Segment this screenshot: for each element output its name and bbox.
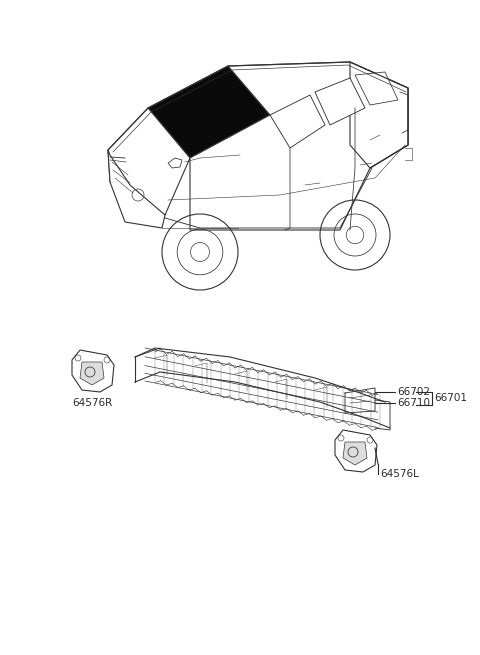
Text: 64576L: 64576L [380, 469, 419, 479]
Polygon shape [350, 62, 408, 168]
Polygon shape [108, 108, 190, 215]
Polygon shape [72, 350, 114, 392]
Polygon shape [343, 442, 367, 465]
Polygon shape [355, 72, 398, 105]
Polygon shape [270, 95, 325, 148]
Text: 66701: 66701 [434, 393, 467, 403]
Polygon shape [80, 362, 104, 385]
Text: 66702: 66702 [397, 387, 430, 397]
Polygon shape [108, 150, 165, 228]
Polygon shape [148, 66, 270, 158]
Polygon shape [190, 62, 408, 230]
Polygon shape [315, 78, 365, 125]
Text: 64576R: 64576R [72, 398, 112, 408]
Polygon shape [335, 430, 377, 472]
Text: 66710: 66710 [397, 398, 430, 408]
Polygon shape [168, 158, 182, 168]
